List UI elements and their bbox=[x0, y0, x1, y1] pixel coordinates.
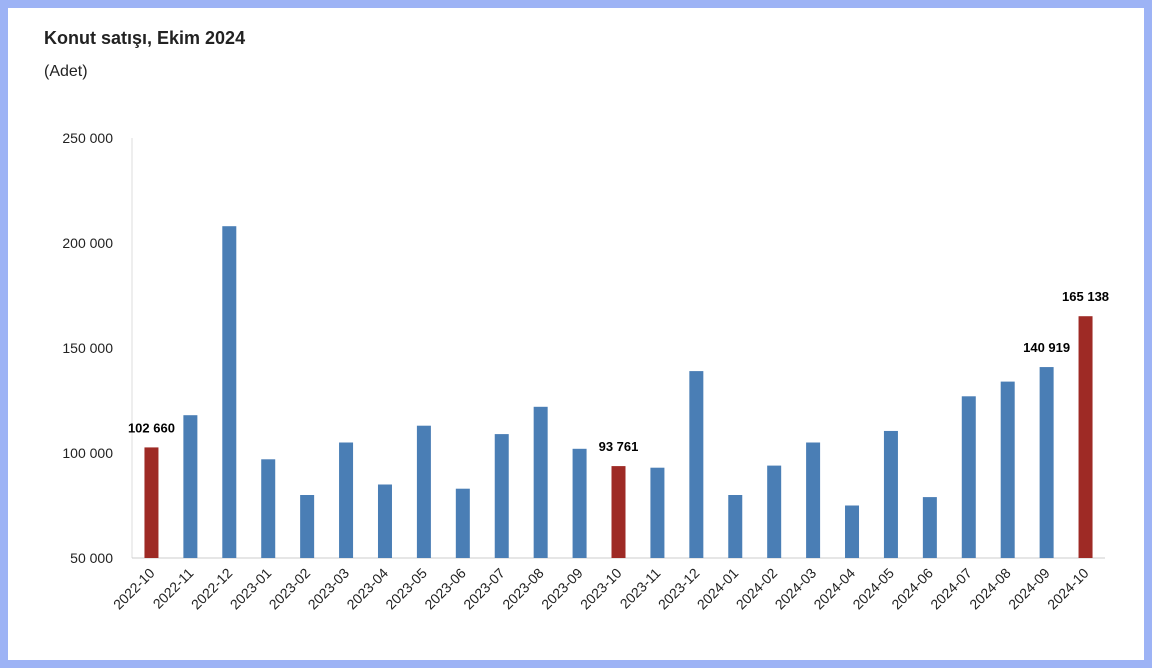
bar bbox=[689, 371, 704, 558]
bar bbox=[144, 447, 159, 558]
bar bbox=[533, 406, 548, 558]
data-label: 102 660 bbox=[128, 420, 175, 435]
x-tick-label: 2024-03 bbox=[772, 565, 820, 613]
x-tick-label: 2023-01 bbox=[227, 565, 275, 613]
x-tick-label: 2024-06 bbox=[888, 565, 936, 613]
bar bbox=[455, 488, 470, 558]
x-tick-label: 2023-09 bbox=[538, 565, 586, 613]
y-tick-label: 200 000 bbox=[62, 235, 113, 251]
x-tick-label: 2024-08 bbox=[966, 565, 1014, 613]
bar bbox=[922, 497, 937, 558]
x-tick-label: 2023-02 bbox=[266, 565, 314, 613]
x-tick-label: 2024-02 bbox=[733, 565, 781, 613]
bar bbox=[961, 396, 976, 558]
x-tick-label: 2023-11 bbox=[617, 565, 664, 612]
bar bbox=[339, 442, 354, 558]
bar bbox=[183, 415, 198, 558]
bar bbox=[416, 425, 431, 558]
bar bbox=[494, 434, 509, 558]
bar bbox=[845, 505, 860, 558]
data-label: 165 138 bbox=[1062, 289, 1109, 304]
x-tick-label: 2022-12 bbox=[188, 565, 236, 613]
bar bbox=[611, 466, 626, 558]
x-tick-label: 2023-08 bbox=[499, 565, 547, 613]
y-tick-label: 250 000 bbox=[62, 130, 113, 146]
data-label: 93 761 bbox=[599, 439, 639, 454]
x-tick-label: 2024-10 bbox=[1044, 565, 1092, 613]
bar bbox=[572, 448, 587, 558]
bar bbox=[1000, 381, 1015, 558]
chart-title: Konut satışı, Ekim 2024 bbox=[44, 28, 245, 48]
bar bbox=[806, 442, 821, 558]
y-tick-label: 150 000 bbox=[62, 340, 113, 356]
bar bbox=[222, 226, 237, 558]
bar bbox=[650, 467, 665, 558]
x-tick-label: 2022-11 bbox=[150, 565, 197, 612]
x-tick-label: 2023-06 bbox=[421, 565, 469, 613]
chart-subtitle: (Adet) bbox=[44, 63, 88, 80]
x-tick-label: 2024-07 bbox=[927, 565, 975, 613]
x-tick-label: 2024-04 bbox=[810, 565, 858, 613]
bar bbox=[728, 495, 743, 558]
y-tick-label: 100 000 bbox=[62, 445, 113, 461]
x-tick-label: 2023-07 bbox=[460, 565, 508, 613]
data-label: 140 919 bbox=[1023, 340, 1070, 355]
bar bbox=[1078, 316, 1093, 558]
x-tick-label: 2023-04 bbox=[343, 565, 391, 613]
x-tick-label: 2023-05 bbox=[382, 565, 430, 613]
chart: Konut satışı, Ekim 2024 (Adet) 50 000 100… bbox=[44, 28, 1109, 613]
x-tick-label: 2022-10 bbox=[110, 565, 158, 613]
bar bbox=[883, 430, 898, 558]
y-tick-label: 50 000 bbox=[70, 550, 113, 566]
bar bbox=[1039, 367, 1054, 558]
x-tick-label: 2023-10 bbox=[577, 565, 625, 613]
bar bbox=[300, 495, 315, 558]
x-tick-label: 2024-05 bbox=[849, 565, 897, 613]
x-tick-label: 2024-01 bbox=[694, 565, 742, 613]
x-tick-label: 2023-03 bbox=[305, 565, 353, 613]
bar bbox=[261, 459, 276, 558]
bar bbox=[377, 484, 392, 558]
x-tick-label: 2023-12 bbox=[655, 565, 703, 613]
bar bbox=[767, 465, 782, 558]
x-tick-label: 2024-09 bbox=[1005, 565, 1053, 613]
